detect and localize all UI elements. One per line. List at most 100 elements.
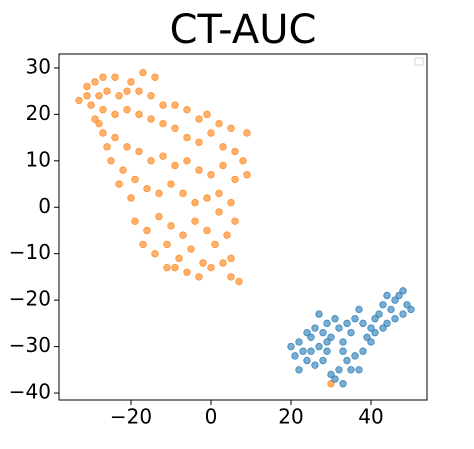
point [287,342,295,351]
point [235,277,243,286]
point [399,287,407,295]
point [87,101,95,109]
point [331,315,339,323]
point [163,263,171,272]
point [131,175,139,184]
point [183,106,191,114]
point [323,319,331,328]
point [327,370,335,379]
point [127,194,135,202]
point [327,333,335,342]
point [163,240,171,249]
point [139,240,147,249]
y-tick-label: 10 [26,147,51,171]
point [83,92,91,100]
point [183,133,191,142]
point [159,119,167,128]
point [311,361,319,369]
point [215,208,223,216]
point [99,73,107,81]
point [143,184,151,193]
x-tick-label: 20 [278,405,303,429]
point [147,115,155,123]
point [207,129,215,137]
point [307,333,315,342]
point [323,347,331,355]
point [227,254,235,263]
point [339,338,347,346]
point [103,143,111,151]
point [171,161,179,170]
point [343,356,351,365]
point [99,106,107,114]
point [135,87,143,95]
point [171,263,179,272]
y-tick-label: −30 [9,333,51,357]
point [227,198,235,207]
point [231,217,239,225]
point [131,217,139,225]
point [319,356,327,365]
point [111,110,119,119]
point [135,110,143,119]
point [111,73,119,81]
point [91,115,99,123]
point [347,328,355,337]
point [343,319,351,328]
point [299,347,307,355]
y-tick-label: 0 [38,194,51,218]
point [179,231,187,239]
y-tick-label: −20 [9,287,51,311]
point [75,96,83,105]
point [371,328,379,337]
point [387,305,395,314]
point [127,78,135,86]
point [355,305,363,314]
point [203,110,211,119]
point [351,352,359,360]
point [367,338,375,346]
point [215,119,223,128]
point [119,166,127,174]
point [407,305,415,314]
point [319,328,327,337]
point [115,180,123,188]
point [195,138,203,146]
point [227,124,235,133]
x-tick-label: −20 [110,405,152,429]
point [339,347,347,355]
point [155,189,163,198]
point [379,301,387,309]
plot-frame [58,53,428,401]
legend [414,57,424,66]
point [195,166,203,174]
point [107,157,115,165]
point [175,254,183,263]
point [139,68,147,77]
point [363,333,371,342]
point [291,352,299,360]
point [135,147,143,156]
point [123,143,131,151]
point [335,324,343,332]
point [239,157,247,165]
point [379,324,387,332]
point [123,87,131,95]
point [183,157,191,165]
point [307,347,315,355]
point [203,226,211,235]
x-tick-label: 0 [205,405,218,429]
point [95,92,103,100]
point [167,222,175,230]
point [295,338,303,346]
point [191,198,199,207]
point [227,273,235,281]
point [399,310,407,318]
point [243,171,251,179]
point [331,375,339,383]
point [295,366,303,374]
point [115,92,123,100]
point [231,147,239,156]
point [243,129,251,137]
point [383,319,391,328]
